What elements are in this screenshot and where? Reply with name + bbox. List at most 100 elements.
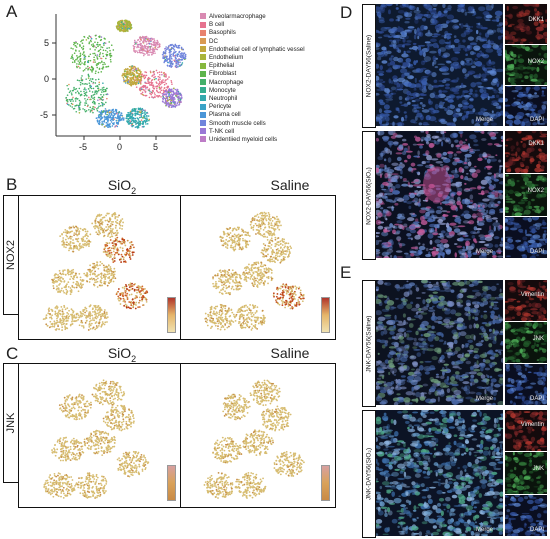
umap-nox2-saline — [180, 195, 336, 340]
e-row2-ch2: JNK — [505, 452, 547, 494]
e-row1-label-box: JNK-DAY56(Saline) — [362, 280, 376, 407]
legend-label: Macrophage — [209, 78, 244, 86]
e-row2-ch1-tissue — [505, 410, 547, 451]
legend-entry: B cell — [200, 21, 224, 29]
legend-label: Plasma cell — [209, 111, 241, 119]
dkk1-label: DKK1 — [528, 17, 544, 23]
row-label-jnk: JNK — [5, 412, 17, 434]
legend-entry: Alveolarmacrophage — [200, 13, 266, 21]
row-label-box-jnk: JNK — [3, 363, 19, 483]
legend-label: Smooth muscle cells — [209, 119, 266, 127]
dapi-label: DAPI — [529, 117, 544, 123]
e-row2-ch3-tissue — [505, 495, 547, 536]
legend-entry: Fibroblast — [200, 70, 236, 78]
d-row2-ch3-tissue — [505, 217, 547, 258]
tsne-cluster-points — [65, 19, 187, 129]
merge-label: Merge — [476, 396, 494, 402]
d-row1-ch1: DKK1 — [505, 4, 547, 44]
legend-swatch — [200, 70, 206, 77]
legend-entry: Macrophage — [200, 79, 243, 87]
x-tick-0: 0 — [117, 142, 123, 152]
legend-swatch — [200, 103, 206, 110]
umap-jnk-saline-plot — [203, 379, 305, 499]
d-row1-ch3-tissue — [505, 86, 547, 126]
tsne-legend: Alveolarmacrophage B cell Basophils DC Endot… — [200, 13, 350, 145]
e-row2-merge-tissue — [376, 410, 503, 536]
umap-nox2-sio2 — [18, 195, 182, 340]
y-tick-0: 0 — [44, 74, 50, 84]
d-row2-merge-image: Merge — [376, 131, 503, 258]
d-row1-ch3: DAPI — [505, 86, 547, 126]
umap-jnk-saline — [180, 363, 336, 508]
d-row2-ch1: DKK1 — [505, 131, 547, 173]
d-row1-merge-image: Merge — [376, 4, 503, 126]
legend-label: Fibroblast — [209, 70, 237, 78]
panel-label-c: C — [6, 344, 19, 363]
col-title-sio2-c: SiO2 — [107, 345, 137, 364]
panel-label-a: A — [6, 2, 18, 21]
dapi-label: DAPI — [529, 396, 544, 402]
legend-label: Pericyte — [209, 103, 232, 111]
umap-jnk-sio2-plot — [43, 379, 150, 499]
legend-label: Basophils — [209, 29, 236, 37]
x-tick-5: 5 — [153, 142, 159, 152]
e-row1-label: JNK-DAY56(Saline) — [365, 315, 373, 372]
legend-swatch — [200, 29, 206, 36]
e-row2-ch2-tissue — [505, 452, 547, 494]
y-tick-5: 5 — [44, 38, 50, 48]
d-row2-merge-tissue — [376, 131, 503, 258]
legend-entry: Basophils — [200, 29, 236, 37]
legend-label: Alveolarmacrophage — [209, 13, 266, 20]
legend-swatch — [200, 37, 206, 44]
tsne-plot — [52, 14, 191, 140]
e-row1-ch3-tissue — [505, 364, 547, 405]
legend-entry: T-NK cell — [200, 128, 234, 136]
legend-swatch — [200, 136, 206, 143]
d-row2-ch1-tissue — [505, 131, 547, 173]
row-label-nox2: NOX2 — [5, 240, 17, 270]
legend-label: DC — [209, 37, 218, 45]
d-row2-ch2-tissue — [505, 174, 547, 216]
legend-entry: Smooth muscle cells — [200, 120, 266, 128]
legend-swatch — [200, 46, 206, 53]
legend-label: Epithelial — [209, 62, 235, 70]
legend-label: Unidentiied myeloid cells — [209, 136, 278, 143]
legend-label: T-NK cell — [209, 127, 235, 135]
dapi-label: DAPI — [529, 527, 544, 533]
merge-label: Merge — [476, 527, 494, 533]
e-row1-ch3: DAPI — [505, 364, 547, 405]
legend-entry: Endothelial cell of lymphatic vessel — [200, 46, 305, 54]
legend-entry: Monocyte — [200, 87, 236, 95]
legend-label: Monocyte — [209, 86, 236, 94]
d-row1-merge-tissue — [376, 4, 503, 126]
legend-swatch — [200, 95, 206, 102]
nox2-label: NOX2 — [527, 188, 544, 194]
colorbar — [167, 297, 176, 333]
colorbar — [321, 465, 330, 501]
e-row2-label-box: JNK-DAY56(SiO₂) — [362, 410, 376, 538]
col-title-sio2-b: SiO2 — [107, 177, 137, 196]
legend-label: B cell — [209, 21, 225, 29]
jnk-label: JNK — [532, 466, 544, 472]
e-row1-ch2: JNK — [505, 322, 547, 363]
legend-swatch — [200, 87, 206, 94]
e-row1-merge-image: Merge — [376, 280, 503, 405]
row-label-box-nox2: NOX2 — [3, 195, 19, 315]
d-row2-ch2: NOX2 — [505, 174, 547, 216]
legend-label: Neutrophil — [209, 95, 238, 102]
umap-nox2-sio2-plot — [42, 212, 149, 331]
e-row2-label: JNK-DAY56(SiO₂) — [365, 447, 373, 501]
legend-label: Endothelium — [209, 54, 244, 61]
e-row2-ch3: DAPI — [505, 495, 547, 536]
umap-nox2-saline-plot — [204, 211, 305, 331]
legend-entry: Pericyte — [200, 103, 231, 111]
legend-label: Endothelial cell of lymphatic vessel — [209, 45, 305, 53]
merge-label: Merge — [476, 117, 494, 123]
legend-swatch — [200, 54, 206, 61]
nox2-label: NOX2 — [527, 59, 544, 65]
legend-swatch — [200, 13, 206, 20]
legend-entry: Epithelial — [200, 62, 234, 70]
legend-entry: Neutrophil — [200, 95, 237, 103]
panel-label-e: E — [340, 263, 352, 282]
d-row1-label-box: NOX2-DAY56(Saline) — [362, 4, 376, 128]
